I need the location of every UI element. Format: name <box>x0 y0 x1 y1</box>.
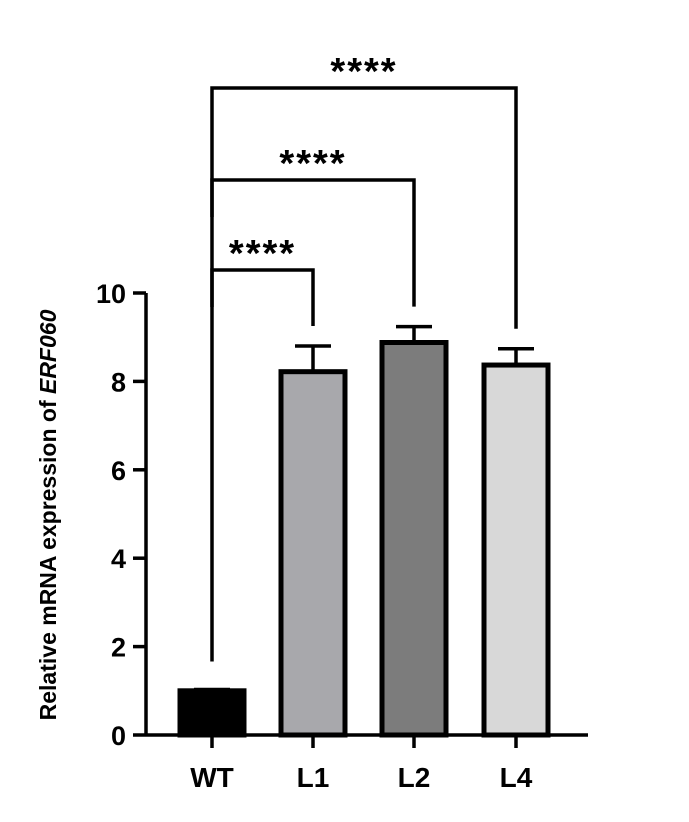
y-ticks-layer: 0 2 4 6 8 10 <box>96 279 146 751</box>
significance-bracket-l1 <box>210 268 315 662</box>
x-tick-label: L4 <box>500 762 533 793</box>
y-tick-label: 0 <box>111 721 126 751</box>
bar-l4 <box>481 362 551 738</box>
significance-label-l1: **** <box>229 233 296 275</box>
significance-label-l2: **** <box>279 143 346 185</box>
y-axis-label-gene: ERF060 <box>35 309 61 394</box>
bars-layer <box>177 340 551 738</box>
y-tick-label: 6 <box>111 456 126 486</box>
y-axis-label-prefix: Relative mRNA expression of <box>35 394 61 720</box>
significance-bracket-l4 <box>210 86 518 329</box>
x-tick-label: WT <box>190 762 234 793</box>
x-tick-label: L1 <box>297 762 330 793</box>
bar-l1 <box>278 369 348 738</box>
bar-l2 <box>379 340 449 738</box>
significance-label-l4: **** <box>330 51 397 93</box>
y-tick-label: 8 <box>111 367 126 397</box>
y-tick-label: 4 <box>111 544 126 574</box>
significance-brackets-layer: **** **** **** <box>210 51 518 662</box>
bar-wt <box>177 688 247 738</box>
error-bars-layer <box>194 324 534 692</box>
y-axis-label: Relative mRNA expression of ERF060 <box>35 309 61 720</box>
y-tick-label: 2 <box>111 633 126 663</box>
y-tick-label: 10 <box>96 279 126 309</box>
significance-bracket-l2 <box>210 178 416 307</box>
x-ticks-layer: WT L1 L2 L4 <box>190 735 533 793</box>
x-tick-label: L2 <box>398 762 431 793</box>
